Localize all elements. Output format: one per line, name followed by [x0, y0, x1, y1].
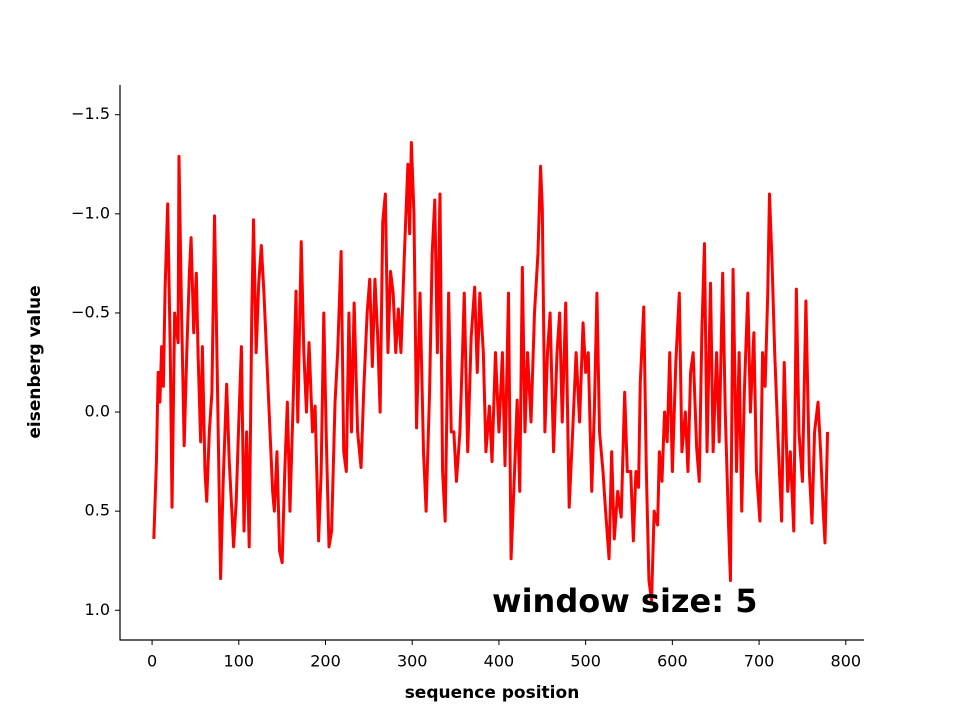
x-tick-label: 700	[744, 652, 775, 671]
x-tick-label: 300	[397, 652, 428, 671]
y-tick-label: −1.5	[71, 104, 110, 123]
y-tick-label: 0.0	[85, 402, 110, 421]
annotation: window size: 5	[492, 582, 757, 620]
x-tick-label: 400	[484, 652, 515, 671]
y-tick-label: −0.5	[71, 302, 110, 321]
x-tick-label: 0	[147, 652, 157, 671]
x-tick-label: 100	[224, 652, 255, 671]
x-tick-label: 600	[657, 652, 688, 671]
data-line	[152, 140, 830, 602]
x-axis-label: sequence position	[405, 683, 580, 703]
y-tick-label: 1.0	[85, 600, 110, 619]
x-tick-label: 800	[831, 652, 862, 671]
y-tick-label: −1.0	[71, 203, 110, 222]
y-axis-label: eisenberg value	[25, 285, 45, 438]
y-tick-label: 0.5	[85, 501, 110, 520]
x-tick-label: 500	[570, 652, 601, 671]
x-tick-label: 200	[310, 652, 341, 671]
